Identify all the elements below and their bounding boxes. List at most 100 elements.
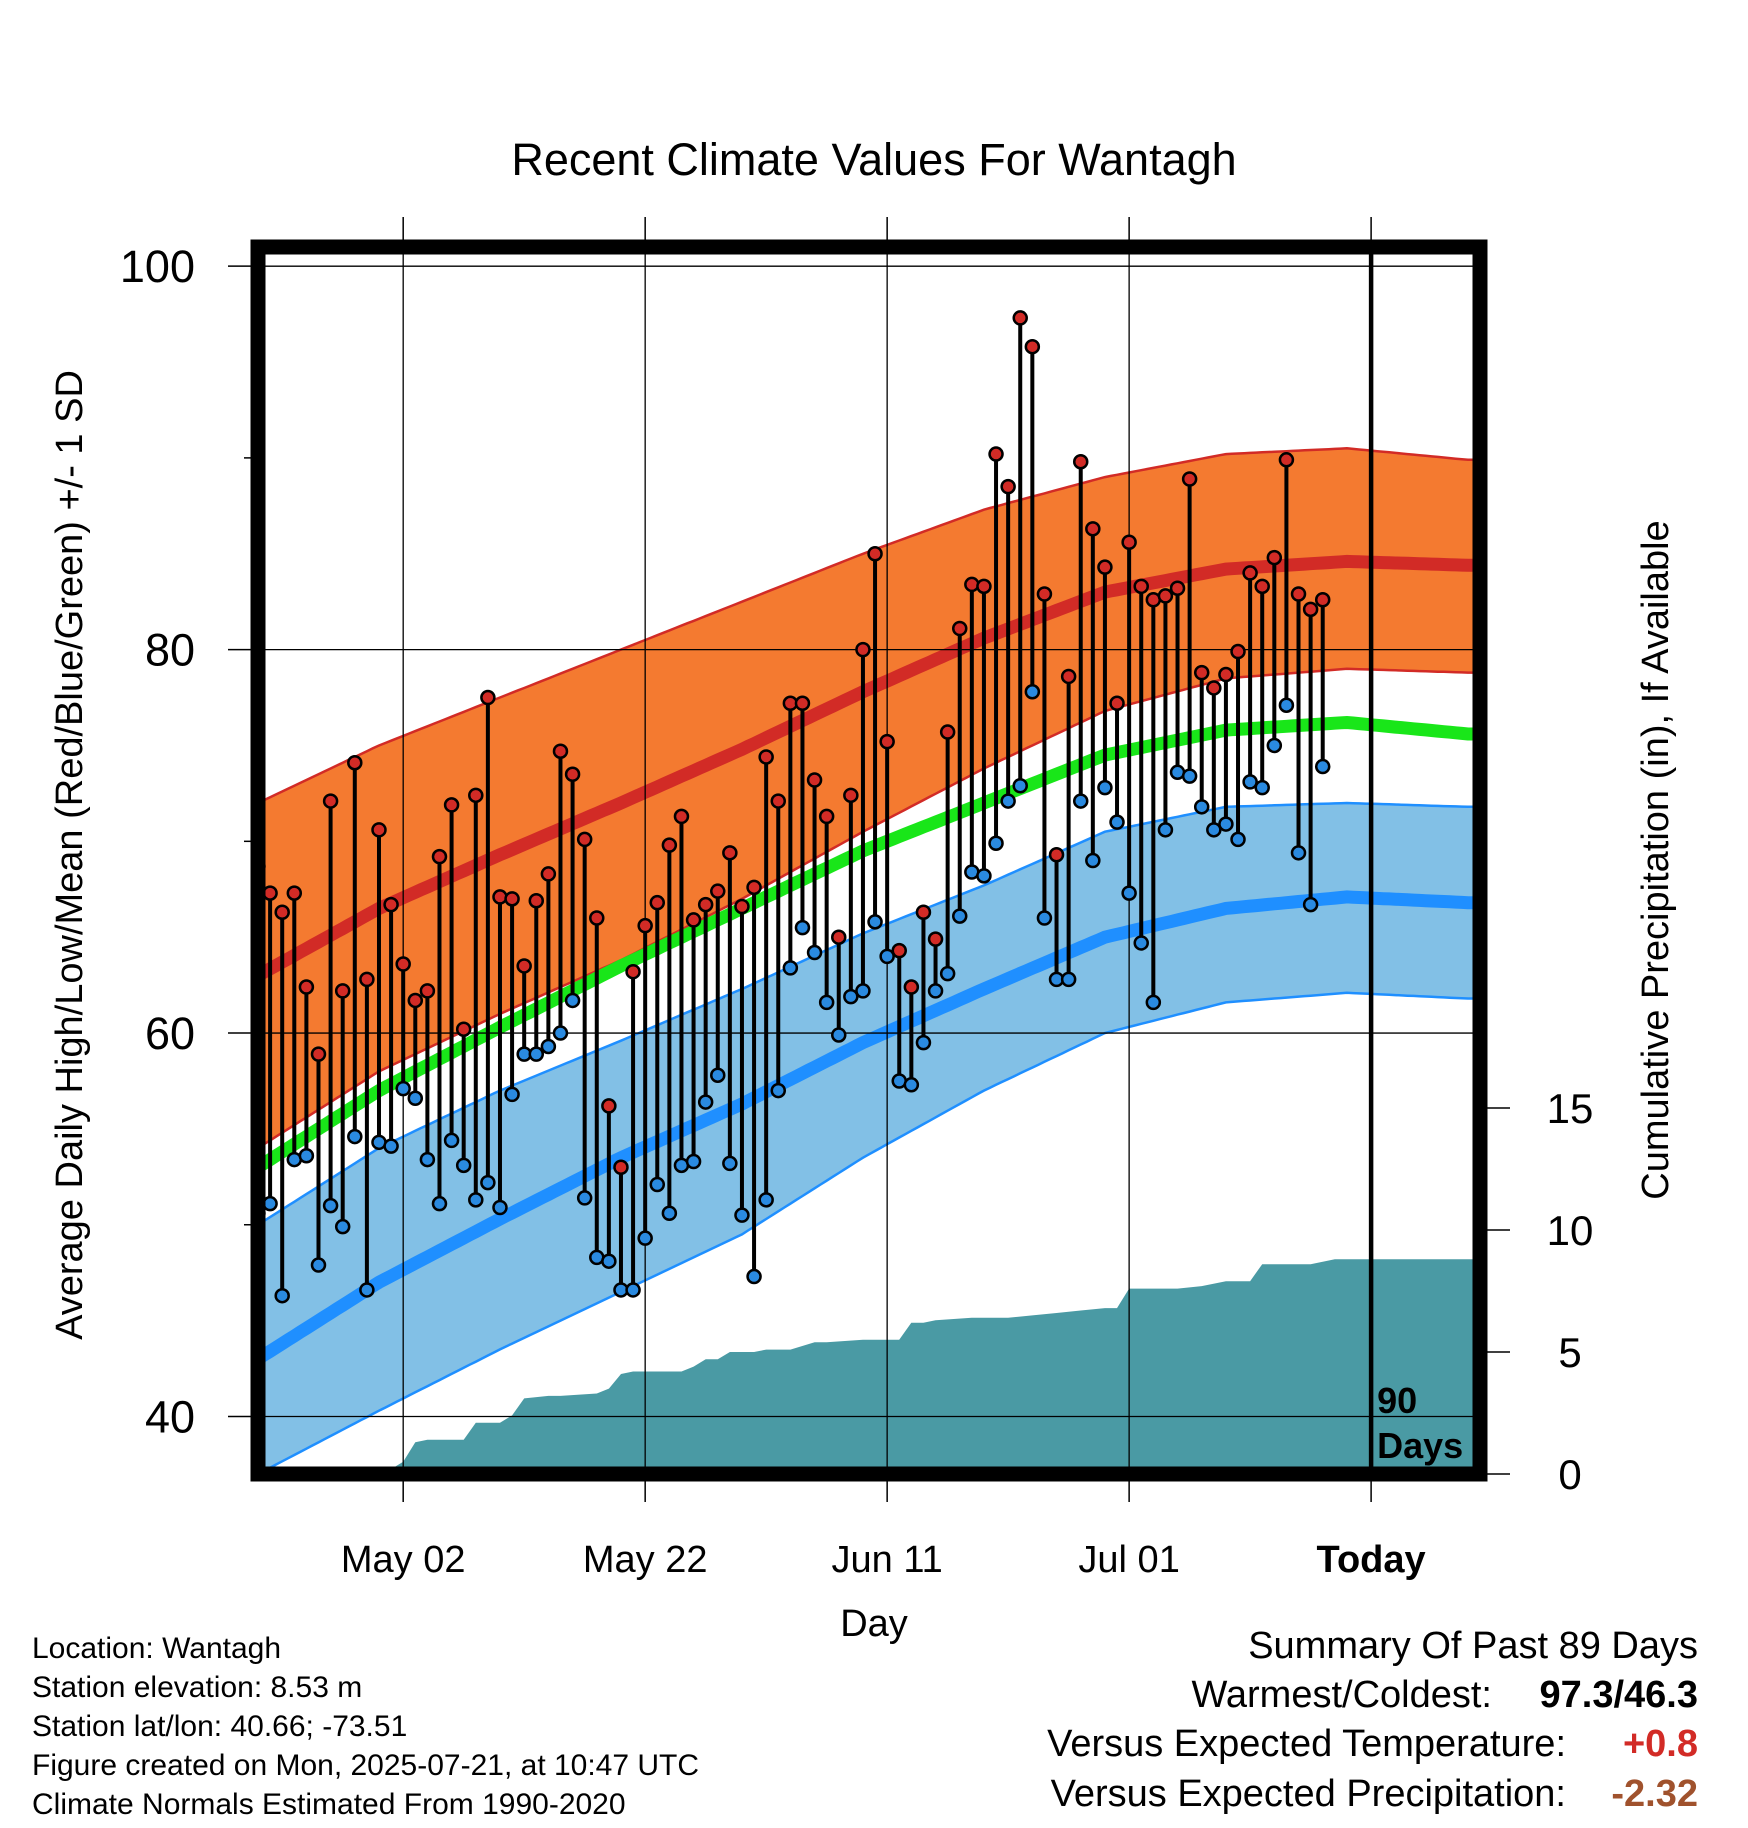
- obs-low-point: [564, 992, 581, 1009]
- obs-low-point: [1157, 822, 1174, 838]
- obs-high-point: [831, 929, 847, 945]
- y-tick-label: 100: [120, 241, 195, 292]
- obs-low-point: [431, 1195, 448, 1212]
- obs-low-point: [407, 1090, 424, 1106]
- obs-high-point: [1157, 588, 1174, 604]
- obs-low-point: [1109, 814, 1125, 830]
- high-sd-band: [258, 448, 1480, 1149]
- obs-high-point: [431, 848, 448, 865]
- obs-low-point: [710, 1067, 726, 1083]
- obs-high-point: [1024, 338, 1041, 355]
- obs-high-point: [540, 866, 557, 882]
- y2-tick-label: 15: [1547, 1085, 1594, 1132]
- precip-area: [258, 1259, 1480, 1474]
- obs-low-point: [1302, 896, 1319, 913]
- summary-temp-label: Versus Expected Temperature:: [1047, 1723, 1566, 1765]
- obs-high-point: [1230, 643, 1246, 660]
- obs-low-point: [915, 1034, 932, 1051]
- obs-high-point: [1254, 578, 1270, 595]
- today-days-label: 90: [1377, 1380, 1417, 1421]
- summary-precip-label: Versus Expected Precipitation:: [1051, 1773, 1566, 1815]
- low-sd-upper-line: [258, 801, 1480, 1226]
- obs-low-point: [697, 1094, 714, 1110]
- obs-low-point: [492, 1199, 508, 1216]
- y-tick-label: 60: [145, 1008, 195, 1059]
- obs-high-point: [903, 979, 920, 995]
- y2-tick-label: 5: [1558, 1329, 1581, 1376]
- obs-low-point: [443, 1132, 460, 1149]
- obs-low-point: [1181, 768, 1198, 784]
- normal-mean-line: [258, 715, 1480, 1173]
- obs-low-point: [1024, 684, 1041, 700]
- obs-high-point: [1206, 680, 1222, 696]
- obs-low-point: [1072, 793, 1089, 809]
- footer-normals: Climate Normals Estimated From 1990-2020: [32, 1788, 626, 1821]
- obs-low-point: [552, 1025, 569, 1041]
- obs-low-point: [1097, 779, 1113, 796]
- obs-high-point: [1290, 586, 1307, 602]
- obs-high-point: [951, 620, 968, 637]
- obs-high-point: [395, 956, 411, 972]
- obs-low-point: [939, 965, 956, 982]
- obs-low-point: [1012, 777, 1028, 794]
- obs-low-point: [951, 908, 968, 924]
- y2-tick-label: 10: [1547, 1207, 1594, 1254]
- obs-low-point: [661, 1205, 678, 1222]
- obs-low-point: [540, 1038, 557, 1055]
- summary-precip-value: -2.32: [1611, 1773, 1698, 1815]
- x-tick-label: Jun 11: [832, 1539, 943, 1581]
- obs-low-point: [843, 988, 859, 1005]
- obs-high-point: [649, 894, 666, 911]
- obs-low-point: [1290, 845, 1307, 861]
- obs-high-point: [1072, 453, 1089, 470]
- obs-high-point: [1085, 521, 1101, 537]
- obs-low-point: [1145, 994, 1162, 1011]
- low-sd-lower-line: [258, 991, 1480, 1474]
- obs-high-point: [516, 958, 532, 974]
- normal-high-line: [258, 554, 1480, 982]
- obs-high-point: [1060, 668, 1077, 685]
- obs-low-point: [468, 1192, 484, 1208]
- obs-high-point: [322, 793, 339, 809]
- obs-high-point: [1036, 586, 1053, 602]
- y2-tick-label: 0: [1558, 1451, 1581, 1498]
- obs-low-point: [988, 835, 1004, 851]
- obs-high-point: [1242, 565, 1258, 581]
- obs-low-point: [395, 1080, 411, 1097]
- footer-created: Figure created on Mon, 2025-07-21, at 10…: [32, 1749, 699, 1782]
- obs-high-point: [710, 883, 726, 899]
- obs-high-point: [1218, 666, 1234, 683]
- obs-low-point: [576, 1190, 593, 1206]
- obs-low-point: [1328, 0, 1341, 7]
- obs-low-point: [298, 1147, 315, 1164]
- y-tick-label: 80: [145, 625, 195, 676]
- obs-low-point: [831, 1027, 847, 1043]
- obs-low-point: [685, 1153, 702, 1170]
- chart-title: Recent Climate Values For Wantagh: [511, 134, 1236, 185]
- obs-low-point: [976, 868, 992, 884]
- obs-high-point: [262, 885, 278, 901]
- obs-low-point: [1242, 774, 1258, 790]
- obs-low-point: [1121, 885, 1137, 901]
- obs-low-point: [1206, 822, 1222, 838]
- obs-high-point: [697, 896, 714, 913]
- obs-high-point: [1048, 846, 1065, 863]
- obs-low-point: [347, 1128, 363, 1145]
- obs-high-point: [613, 1159, 629, 1175]
- obs-high-point: [383, 896, 399, 913]
- obs-low-point: [322, 1197, 339, 1214]
- y-tick-label: 40: [145, 1391, 195, 1442]
- obs-high-point: [419, 983, 436, 999]
- obs-high-point: [734, 898, 750, 915]
- obs-high-point: [855, 641, 871, 658]
- obs-low-point: [359, 1282, 375, 1298]
- summary-temp-value: +0.8: [1623, 1723, 1698, 1765]
- obs-low-point: [794, 919, 811, 936]
- obs-low-point: [758, 1192, 774, 1208]
- obs-low-point: [625, 1282, 641, 1298]
- obs-high-point: [867, 546, 883, 562]
- obs-high-point: [298, 979, 315, 995]
- x-axis-label: Day: [840, 1603, 908, 1645]
